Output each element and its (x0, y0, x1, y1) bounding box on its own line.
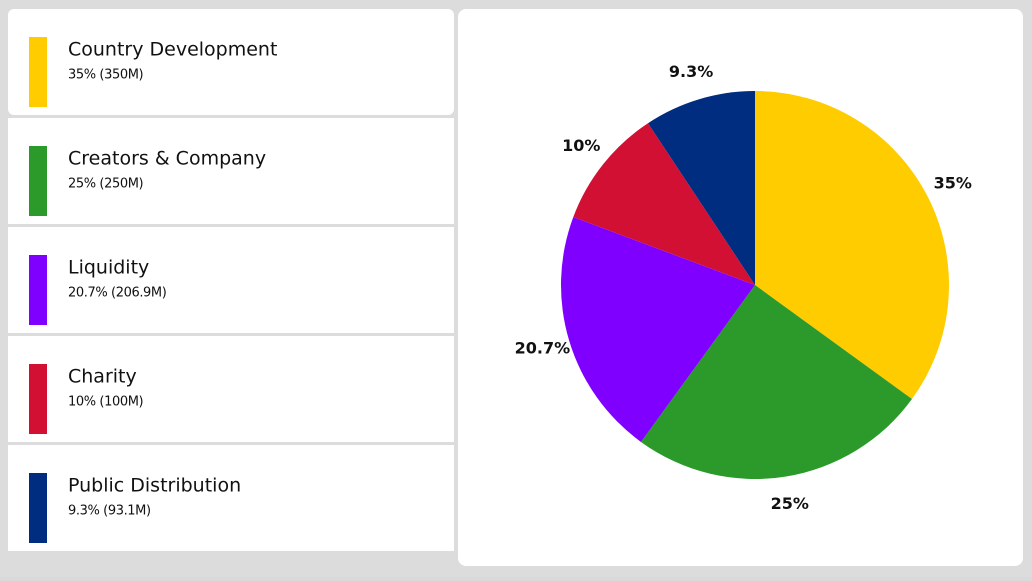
legend-name: Creators & Company (68, 148, 266, 170)
pie-slice (755, 91, 949, 400)
legend-swatch (29, 146, 47, 216)
legend-detail: 9.3% (93.1M) (68, 504, 151, 519)
legend-box (8, 445, 454, 551)
slice-label: 20.7% (515, 338, 571, 357)
legend-detail: 20.7% (206.9M) (68, 286, 166, 301)
legend-detail: 25% (250M) (68, 177, 143, 192)
legend: Country Development 35% (350M) Creators & … (8, 9, 454, 551)
legend-name: Country Development (68, 39, 277, 61)
pie: 35% 25% 20.7% 10% 9.3% (515, 62, 972, 513)
pie-slice (640, 285, 912, 479)
legend-name: Charity (68, 366, 137, 388)
slice-label: 35% (934, 174, 972, 193)
legend-swatch (29, 473, 47, 543)
legend-box (8, 118, 454, 224)
slice-label: 10% (562, 136, 600, 155)
pie-slice (647, 91, 755, 285)
legend-box (8, 336, 454, 442)
legend-box (8, 9, 454, 115)
legend-swatch (29, 37, 47, 107)
legend-swatch (29, 255, 47, 325)
pie-slice (560, 216, 755, 442)
slice-label: 9.3% (669, 62, 713, 81)
legend-box (8, 227, 454, 333)
legend-detail: 10% (100M) (68, 395, 143, 410)
legend-name: Public Distribution (68, 475, 241, 497)
legend-detail: 35% (350M) (68, 68, 143, 83)
slice-label: 25% (771, 494, 809, 513)
pie-slice (573, 123, 755, 285)
legend-name: Liquidity (68, 257, 149, 279)
legend-swatch (29, 364, 47, 434)
